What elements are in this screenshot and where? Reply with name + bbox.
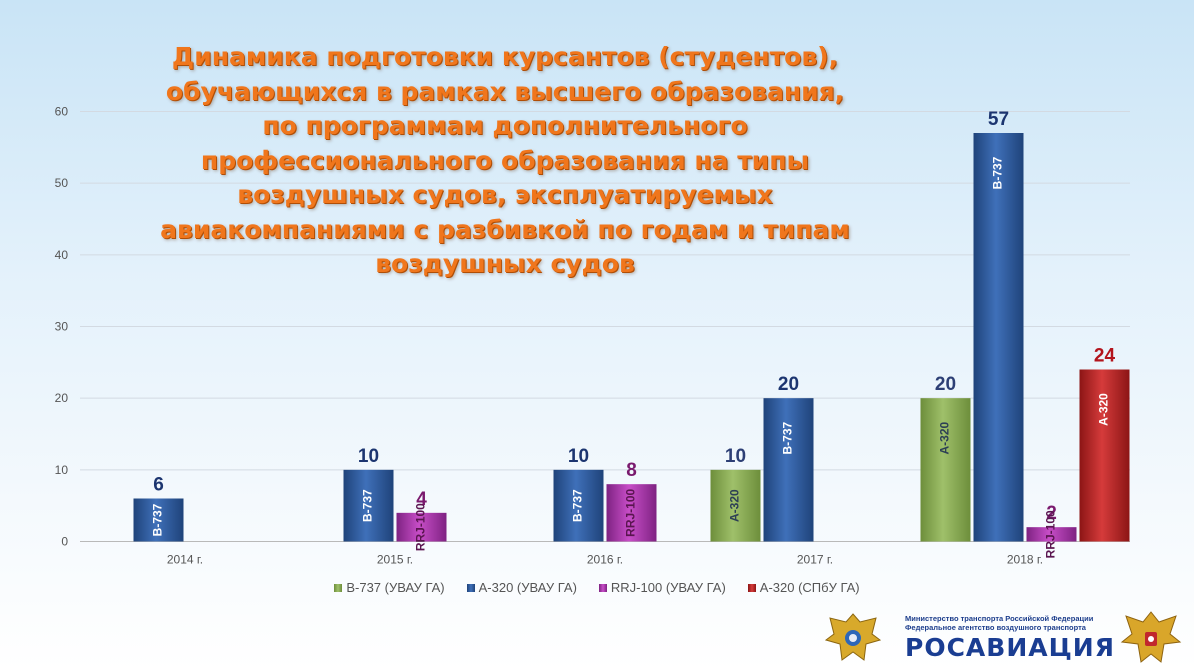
chart-legend: В-737 (УВАУ ГА) А-320 (УВАУ ГА) RRJ-100 … bbox=[0, 580, 1194, 595]
y-tick-label: 30 bbox=[55, 320, 69, 334]
bar-inner-label: RRJ-100 bbox=[624, 488, 638, 536]
data-label: 2 bbox=[1046, 503, 1057, 524]
bar-inner-label: В-737 bbox=[151, 503, 165, 536]
legend-label: А-320 (СПбУ ГА) bbox=[759, 580, 860, 595]
legend-swatch bbox=[334, 583, 343, 592]
bar bbox=[710, 469, 761, 542]
legend-label: RRJ-100 (УВАУ ГА) bbox=[610, 580, 726, 595]
y-tick-label: 50 bbox=[55, 176, 69, 190]
legend-swatch bbox=[466, 583, 475, 592]
y-tick-label: 20 bbox=[55, 391, 69, 405]
data-label: 6 bbox=[153, 475, 164, 496]
y-tick-label: 0 bbox=[61, 535, 68, 549]
bar-inner-label: А-320 bbox=[728, 489, 742, 522]
ministry-name: Министерство транспорта Российской Федер… bbox=[905, 614, 1094, 623]
y-tick-label: 40 bbox=[55, 248, 69, 262]
data-label: 57 bbox=[988, 109, 1009, 130]
data-label: 10 bbox=[568, 446, 589, 467]
title-line: профессионального образования на типы bbox=[200, 145, 810, 175]
data-label: 8 bbox=[626, 460, 637, 481]
bar bbox=[920, 398, 971, 542]
title-line: авиакомпаниями с разбивкой по годам и ти… bbox=[160, 214, 850, 244]
legend-item: В-737 (УВАУ ГА) bbox=[334, 580, 445, 595]
legend-swatch bbox=[747, 583, 756, 592]
agency-full-name: Федеральное агентство воздушного транспо… bbox=[905, 623, 1086, 632]
legend-label: А-320 (УВАУ ГА) bbox=[478, 580, 577, 595]
bar-inner-label: В-737 bbox=[991, 156, 1005, 189]
legend-item: А-320 (УВАУ ГА) bbox=[466, 580, 577, 595]
title-line: по программам дополнительного bbox=[262, 111, 748, 140]
title-line: обучающихся в рамках высшего образования… bbox=[165, 76, 845, 106]
legend-item: RRJ-100 (УВАУ ГА) bbox=[598, 580, 726, 595]
x-tick-label: 2017 г. bbox=[797, 553, 833, 567]
legend-swatch bbox=[598, 583, 607, 592]
y-tick-label: 10 bbox=[55, 463, 69, 477]
bar-inner-label: RRJ-100 bbox=[414, 503, 428, 551]
bar-inner-label: В-737 bbox=[571, 489, 585, 522]
eagle-emblem-icon bbox=[824, 613, 882, 661]
data-label: 10 bbox=[725, 446, 746, 467]
y-tick-label: 60 bbox=[55, 105, 69, 119]
title-line: воздушных судов, эксплуатируемых bbox=[237, 180, 773, 209]
data-label: 20 bbox=[935, 374, 956, 395]
x-tick-label: 2015 г. bbox=[377, 553, 413, 567]
bar-inner-label: В-737 bbox=[781, 422, 795, 455]
agency-brand: РОСАВИАЦИЯ bbox=[905, 633, 1115, 662]
bar bbox=[1026, 527, 1077, 542]
legend-item: А-320 (СПбУ ГА) bbox=[747, 580, 860, 595]
agency-caption: Министерство транспорта Российской Федер… bbox=[905, 614, 1093, 632]
bar-inner-label: А-320 bbox=[1097, 393, 1111, 426]
bar bbox=[553, 469, 604, 542]
bar-inner-label: В-737 bbox=[361, 489, 375, 522]
data-label: 4 bbox=[416, 489, 427, 510]
x-tick-label: 2016 г. bbox=[587, 553, 623, 567]
chart-title: Динамика подготовки курсантов (студентов… bbox=[120, 40, 890, 282]
bar bbox=[396, 512, 447, 542]
x-tick-label: 2018 г. bbox=[1007, 553, 1043, 567]
bar-inner-label: А-320 bbox=[938, 422, 952, 455]
data-label: 10 bbox=[358, 446, 379, 467]
data-label: 24 bbox=[1094, 346, 1116, 367]
x-tick-label: 2014 г. bbox=[167, 553, 203, 567]
bar bbox=[133, 498, 184, 542]
legend-label: В-737 (УВАУ ГА) bbox=[346, 580, 445, 595]
bar bbox=[606, 484, 657, 542]
data-label: 20 bbox=[778, 374, 799, 395]
bar bbox=[343, 469, 394, 542]
title-line: воздушных судов bbox=[375, 249, 635, 278]
bar bbox=[1079, 369, 1130, 542]
bar-inner-label: RRJ-100 bbox=[1044, 510, 1058, 558]
bar bbox=[973, 133, 1024, 542]
bar bbox=[763, 398, 814, 542]
state-emblem-icon bbox=[1120, 611, 1182, 663]
title-line: Динамика подготовки курсантов (студентов… bbox=[171, 42, 839, 71]
